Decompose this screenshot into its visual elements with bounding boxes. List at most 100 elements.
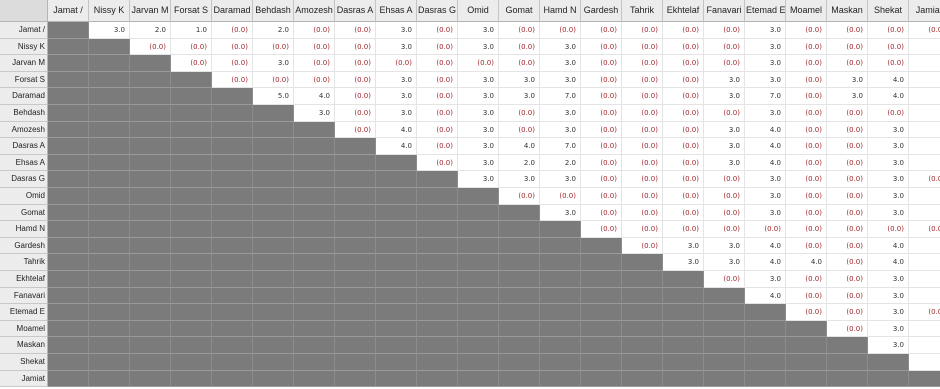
matrix-cell[interactable]: 4.0 [499, 138, 540, 155]
masked-cell[interactable] [212, 287, 253, 305]
matrix-cell[interactable]: (0.0) [622, 154, 663, 172]
row-header[interactable]: Maskan [0, 337, 48, 354]
matrix-cell[interactable]: (0.0) [663, 171, 704, 188]
matrix-cell[interactable]: (0.0) [827, 55, 868, 72]
masked-cell[interactable] [581, 237, 622, 255]
masked-cell[interactable] [540, 237, 581, 255]
column-header[interactable]: Forsat S [171, 0, 212, 22]
matrix-cell[interactable]: (0.0) [704, 188, 745, 205]
matrix-cell[interactable]: (0.0) [622, 121, 663, 139]
masked-cell[interactable] [540, 221, 581, 238]
matrix-cell[interactable]: (0.0) [663, 38, 704, 56]
masked-cell[interactable] [89, 237, 130, 255]
masked-cell[interactable] [171, 188, 212, 205]
matrix-cell[interactable]: 3.0 [540, 171, 581, 188]
masked-cell[interactable] [745, 370, 786, 388]
masked-cell[interactable] [48, 154, 89, 172]
masked-cell[interactable] [89, 320, 130, 338]
matrix-cell[interactable]: 3.0 [745, 271, 786, 288]
masked-cell[interactable] [704, 304, 745, 321]
matrix-cell[interactable]: 3.0 [458, 38, 499, 56]
masked-cell[interactable] [130, 204, 171, 222]
matrix-cell[interactable]: (0.0) [704, 105, 745, 122]
masked-cell[interactable] [48, 304, 89, 321]
matrix-cell[interactable]: 3.0 [499, 171, 540, 188]
masked-cell[interactable] [89, 337, 130, 354]
masked-cell[interactable] [171, 221, 212, 238]
masked-cell[interactable] [171, 204, 212, 222]
masked-cell[interactable] [212, 105, 253, 122]
matrix-cell[interactable]: 4.0 [786, 254, 827, 271]
matrix-cell[interactable]: 3.0 [827, 71, 868, 89]
matrix-cell[interactable]: (0.0) [622, 188, 663, 205]
matrix-cell[interactable]: (0.0) [827, 254, 868, 271]
masked-cell[interactable] [253, 304, 294, 321]
matrix-cell[interactable]: 3.0 [499, 88, 540, 105]
matrix-cell[interactable]: 3.0 [376, 105, 417, 122]
matrix-cell[interactable]: 3.0 [868, 138, 909, 155]
matrix-cell[interactable]: 3.0 [294, 105, 335, 122]
masked-cell[interactable] [663, 370, 704, 388]
masked-cell[interactable] [130, 188, 171, 205]
masked-cell[interactable] [786, 320, 827, 338]
masked-cell[interactable] [704, 370, 745, 388]
masked-cell[interactable] [376, 320, 417, 338]
masked-cell[interactable] [253, 154, 294, 172]
matrix-cell[interactable] [909, 354, 940, 371]
matrix-cell[interactable]: (0.0) [294, 71, 335, 89]
matrix-cell[interactable]: (0.0) [622, 171, 663, 188]
matrix-cell[interactable]: 3.0 [376, 71, 417, 89]
masked-cell[interactable] [130, 354, 171, 371]
masked-cell[interactable] [458, 354, 499, 371]
masked-cell[interactable] [540, 370, 581, 388]
masked-cell[interactable] [458, 237, 499, 255]
masked-cell[interactable] [130, 105, 171, 122]
masked-cell[interactable] [294, 188, 335, 205]
masked-cell[interactable] [294, 271, 335, 288]
matrix-cell[interactable]: (0.0) [663, 55, 704, 72]
masked-cell[interactable] [89, 354, 130, 371]
matrix-cell[interactable]: (0.0) [581, 188, 622, 205]
masked-cell[interactable] [212, 138, 253, 155]
matrix-cell[interactable]: (0.0) [253, 71, 294, 89]
matrix-cell[interactable]: (0.0) [417, 71, 458, 89]
masked-cell[interactable] [745, 320, 786, 338]
masked-cell[interactable] [827, 354, 868, 371]
matrix-cell[interactable]: (0.0) [786, 71, 827, 89]
masked-cell[interactable] [458, 254, 499, 271]
matrix-cell[interactable]: (0.0) [827, 188, 868, 205]
matrix-cell[interactable]: (0.0) [581, 221, 622, 238]
masked-cell[interactable] [130, 254, 171, 271]
row-header[interactable]: Gardesh [0, 237, 48, 255]
matrix-cell[interactable]: 3.0 [458, 171, 499, 188]
matrix-cell[interactable]: 3.0 [458, 71, 499, 89]
matrix-cell[interactable]: (0.0) [376, 55, 417, 72]
matrix-cell[interactable]: 3.0 [704, 154, 745, 172]
column-header[interactable]: Etemad E [745, 0, 786, 22]
masked-cell[interactable] [663, 337, 704, 354]
masked-cell[interactable] [48, 287, 89, 305]
matrix-cell[interactable]: (0.0) [130, 38, 171, 56]
masked-cell[interactable] [171, 337, 212, 354]
masked-cell[interactable] [89, 287, 130, 305]
masked-cell[interactable] [335, 320, 376, 338]
masked-cell[interactable] [581, 370, 622, 388]
column-header[interactable]: Fanavari [704, 0, 745, 22]
matrix-cell[interactable]: (0.0) [622, 221, 663, 238]
matrix-cell[interactable]: (0.0) [704, 22, 745, 39]
matrix-cell[interactable]: (0.0) [827, 237, 868, 255]
matrix-cell[interactable]: 3.0 [868, 188, 909, 205]
masked-cell[interactable] [335, 188, 376, 205]
matrix-cell[interactable] [909, 155, 940, 172]
masked-cell[interactable] [458, 320, 499, 338]
matrix-cell[interactable]: 4.0 [868, 254, 909, 271]
masked-cell[interactable] [171, 105, 212, 122]
masked-cell[interactable] [89, 88, 130, 105]
matrix-cell[interactable]: (0.0) [786, 287, 827, 305]
row-header[interactable]: Ekhtelaf [0, 271, 48, 288]
masked-cell[interactable] [212, 254, 253, 271]
matrix-cell[interactable]: (0.0) [540, 22, 581, 39]
masked-cell[interactable] [48, 22, 89, 39]
row-header[interactable]: Daramad [0, 88, 48, 105]
matrix-cell[interactable]: (0.0) [171, 55, 212, 72]
